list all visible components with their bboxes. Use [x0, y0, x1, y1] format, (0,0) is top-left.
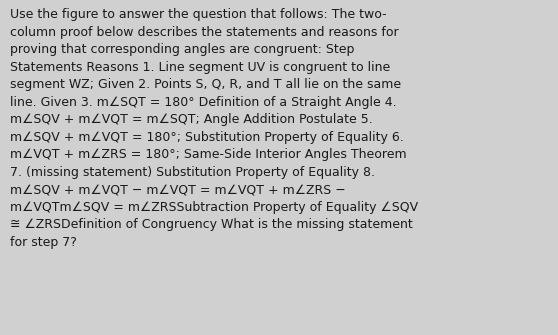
Text: Use the figure to answer the question that follows: The two-
column proof below : Use the figure to answer the question th… — [10, 8, 418, 249]
